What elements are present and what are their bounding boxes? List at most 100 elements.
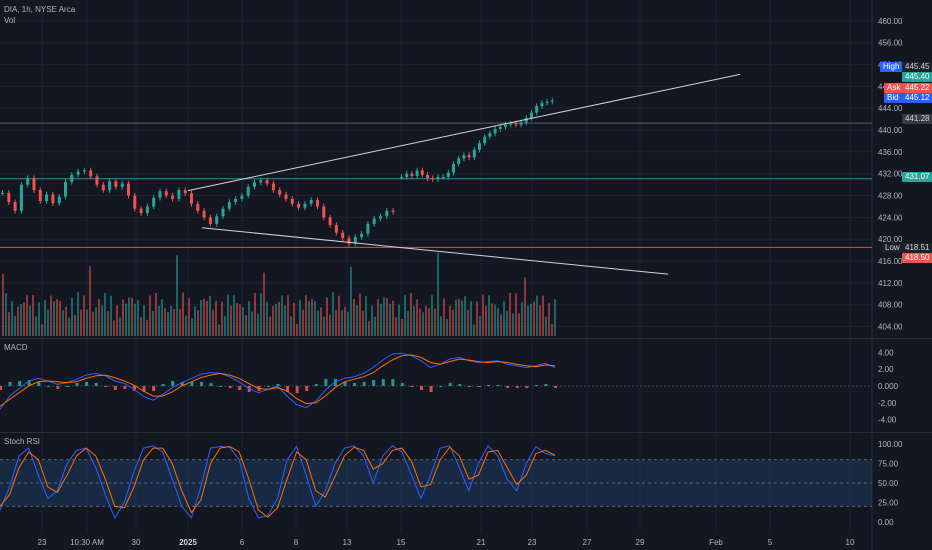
macd-line: [0, 352, 556, 410]
seg1-candle: [265, 180, 269, 184]
volume-bar: [62, 310, 64, 336]
macd-histogram-bar: [113, 386, 117, 391]
volume-bar: [110, 295, 112, 336]
seg2-candle: [530, 112, 533, 119]
seg1-candle: [164, 191, 168, 196]
volume-bar: [134, 303, 136, 336]
last-price-tag: 445.40: [902, 72, 932, 82]
seg1-candle: [32, 178, 36, 191]
macd-histogram-bar: [458, 383, 462, 386]
macd-title[interactable]: MACD: [4, 343, 28, 352]
volume-bar: [17, 306, 19, 336]
volume-bar: [284, 305, 286, 336]
seg2-candle: [545, 101, 549, 103]
volume-bar: [512, 313, 514, 336]
seg1-candle: [309, 199, 313, 204]
volume-bar: [47, 309, 49, 336]
volume-bar: [362, 310, 364, 336]
seg1-candle: [1, 192, 4, 194]
macd-histogram-bar: [400, 382, 404, 386]
seg1-candle: [26, 178, 30, 185]
macd-histogram-bar: [56, 386, 60, 390]
seg1-candle: [101, 184, 105, 191]
seg1-candle: [303, 203, 307, 208]
volume-bar: [149, 295, 151, 336]
seg1-candle: [297, 203, 301, 208]
volume-bar: [20, 304, 22, 336]
y-tick-label: 436.00: [878, 148, 903, 157]
seg1-candle: [13, 202, 17, 211]
seg1-candle: [139, 208, 143, 214]
volume-bar: [347, 311, 349, 336]
macd-histogram-bar: [276, 383, 280, 386]
volume-bar: [233, 295, 235, 336]
volume-bar: [431, 295, 433, 336]
volume-bar: [290, 316, 292, 336]
macd-histogram-bar: [27, 379, 31, 386]
high-label: High: [880, 62, 903, 72]
volume-bar: [326, 297, 328, 336]
macd-histogram-bar: [515, 386, 519, 389]
volume-bar: [428, 308, 430, 336]
volume-bar: [89, 266, 91, 336]
volume-bar: [416, 299, 418, 336]
volume-bar: [44, 300, 46, 336]
volume-bar: [5, 293, 7, 336]
volume-bar: [80, 309, 82, 336]
volume-bar: [404, 295, 406, 336]
seg2-candle: [519, 122, 523, 125]
volume-bar: [377, 299, 379, 336]
stoch-rsi-title[interactable]: Stoch RSI: [4, 437, 41, 446]
volume-bar: [425, 305, 427, 336]
volume-bar: [86, 309, 88, 336]
volume-bar: [551, 323, 553, 336]
stoch-k-line: [0, 444, 556, 519]
volume-bar: [449, 305, 451, 336]
volume-bar: [68, 317, 70, 336]
macd-histogram-bar: [314, 383, 318, 386]
seg2-candle: [535, 106, 539, 113]
x-tick-label: 5: [768, 538, 773, 547]
y-tick-label: 408.00: [878, 301, 903, 310]
volume-bar: [269, 316, 271, 336]
volume-bar: [191, 318, 193, 336]
y-tick-label: 444.00: [878, 104, 903, 113]
macd-histogram-bar: [75, 382, 79, 386]
y-tick-label: 456.00: [878, 39, 903, 48]
volume-bar: [542, 295, 544, 336]
volume-bar: [155, 293, 157, 336]
seg2-candle: [462, 155, 466, 159]
volume-bar: [128, 297, 130, 336]
macd-histogram-bar: [496, 384, 500, 386]
stoch-tick-label: 50.00: [878, 479, 899, 488]
seg2-candle: [493, 128, 497, 134]
symbol-label[interactable]: DIA, 1h, NYSE Arca: [4, 5, 76, 14]
seg2-candle: [524, 118, 528, 123]
volume-bar: [548, 303, 550, 336]
macd-histogram-bar: [190, 381, 194, 386]
x-tick-label: 27: [583, 538, 592, 547]
volume-bar: [167, 312, 169, 336]
volume-bar: [353, 298, 355, 336]
x-tick-label: 13: [343, 538, 352, 547]
volume-bar: [215, 300, 217, 336]
ask-value: 445.22: [902, 83, 932, 93]
volume-bar: [137, 300, 139, 336]
volume-bar: [467, 309, 469, 336]
volume-bar: [272, 305, 274, 336]
volume-bar: [2, 274, 4, 336]
seg1-candle: [271, 183, 275, 191]
seg1-candle: [208, 217, 212, 224]
trendline-0: [187, 73, 741, 192]
volume-bar: [335, 309, 337, 336]
volume-bar: [281, 295, 283, 336]
volume-bar: [35, 316, 37, 336]
seg1-candle: [177, 190, 181, 199]
volume-bar: [107, 310, 109, 336]
macd-histogram-bar: [8, 381, 12, 386]
volume-bar: [398, 304, 400, 336]
volume-bar: [92, 311, 94, 336]
macd-histogram-bar: [305, 386, 309, 392]
macd-histogram-bar: [171, 380, 175, 386]
